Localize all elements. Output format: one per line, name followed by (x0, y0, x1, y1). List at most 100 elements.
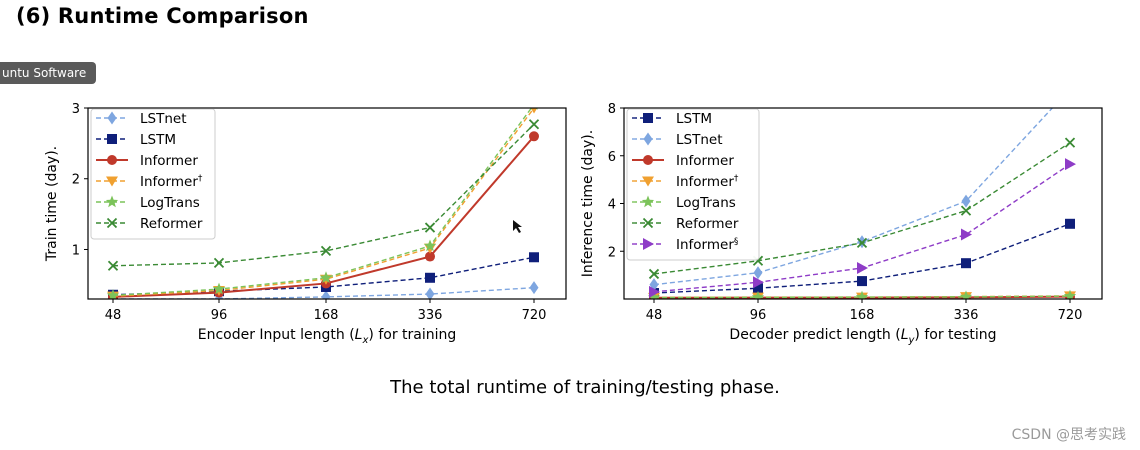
train-legend-name: LogTrans (140, 195, 200, 211)
train-legend-name: LSTM (140, 132, 176, 148)
inference-legend-name: Informer (676, 237, 734, 253)
train-data-point (529, 131, 539, 142)
train-data-point (528, 119, 540, 130)
inference-legend-name: LSTnet (676, 132, 723, 148)
train-data-point (424, 222, 436, 233)
inference-plot-clip (647, 82, 1077, 299)
inference-legend-name: Informer (676, 174, 734, 190)
inference-data-point (648, 268, 660, 280)
train-data-point (106, 288, 120, 299)
inference-legend-marker (642, 176, 654, 187)
inference-data-point (753, 283, 763, 294)
train-legend-entry: LogTrans (96, 195, 200, 211)
inference-x-label-sub: y (908, 335, 916, 346)
inference-legend-marker (641, 195, 655, 208)
inference-data-point (1065, 218, 1075, 229)
train-legend-label: Informer (140, 153, 198, 169)
inference-legend-label: Reformer (676, 216, 739, 232)
inference-x-tick-label: 336 (954, 308, 979, 323)
train-legend-name: LSTnet (140, 111, 187, 127)
inference-legend-marker (643, 155, 653, 165)
inference-legend-box (626, 108, 760, 261)
inference-x-tick-label: 48 (646, 308, 663, 323)
train-x-tick-label: 720 (522, 308, 547, 323)
train-legend-marker (107, 134, 117, 144)
train-series-line (112, 123, 535, 267)
train-y-tick-label: 2 (72, 173, 80, 188)
inference-legend-label: Informer† (676, 174, 739, 190)
inference-legend-marker (642, 217, 654, 229)
train-legend-marker (106, 217, 118, 229)
inference-time-chart: 48 96 168 336 720 2 4 6 8 Decoder predict length … (580, 82, 1103, 346)
inference-y-tick-label: 6 (608, 150, 616, 165)
train-legend-label: LogTrans (140, 195, 200, 211)
inference-legend-marker (643, 113, 653, 123)
inference-legend-entry: Informer† (632, 174, 739, 190)
inference-legend: LSTMLSTnetInformerInformer†LogTransRefor… (626, 108, 760, 261)
inference-legend-marker (643, 132, 653, 146)
inference-data-point (1066, 82, 1075, 95)
train-data-point (213, 257, 225, 269)
train-data-point (107, 260, 119, 271)
train-legend-marker (107, 111, 117, 125)
train-x-label-var: L (355, 327, 363, 343)
train-data-point (423, 239, 437, 252)
inference-x-label-suffix: ) for testing (914, 327, 996, 343)
inference-data-point (857, 276, 867, 287)
train-data-point (425, 251, 435, 262)
inference-data-point (1065, 158, 1076, 171)
train-x-tick-label: 168 (314, 308, 339, 323)
train-data-point (321, 290, 331, 299)
inference-data-point (751, 290, 765, 299)
train-legend-entry: Informer (96, 153, 198, 169)
inference-legend-name: Informer (676, 153, 734, 169)
inference-legend-entry: LSTnet (632, 132, 723, 148)
train-data-point (425, 272, 435, 283)
inference-data-point (855, 290, 869, 299)
inference-legend-label: LSTM (676, 111, 712, 127)
train-legend-marker (107, 155, 117, 165)
mouse-cursor-icon (513, 220, 522, 233)
page-title: (6) Runtime Comparison (16, 4, 309, 28)
inference-legend-label: LSTnet (676, 132, 723, 148)
inference-x-tick-label: 720 (1058, 308, 1083, 323)
inference-legend-entry: Informer (632, 153, 734, 169)
inference-x-label-prefix: Decoder predict length ( (729, 327, 900, 343)
inference-data-point (649, 285, 660, 298)
train-legend-marker (106, 176, 118, 187)
inference-data-point (856, 237, 868, 249)
train-data-point (212, 282, 226, 295)
inference-legend-name: LSTM (676, 111, 712, 127)
train-time-chart: 48 96 168 336 720 1 2 3 Encoder Input length (Lx… (44, 102, 567, 346)
inference-y-tick-label: 8 (608, 102, 616, 117)
inference-legend-entry: LSTM (632, 111, 712, 127)
inference-legend-label: Informer (676, 153, 734, 169)
train-data-point (319, 271, 333, 284)
inference-legend-name: Reformer (676, 216, 739, 232)
inference-x-label-var: L (901, 327, 909, 343)
train-legend-entry: LSTM (96, 132, 176, 148)
train-y-tick-label: 1 (72, 243, 80, 258)
inference-y-tick-label: 2 (608, 245, 616, 260)
train-legend-label: LSTM (140, 132, 176, 148)
train-y-tick-label: 3 (72, 102, 80, 117)
train-legend-name: Informer (140, 153, 198, 169)
inference-y-axis-label: Inference time (day). (580, 130, 596, 277)
train-legend-label: Informer† (140, 174, 203, 190)
train-series-line (112, 108, 535, 297)
inference-x-tick-label: 168 (850, 308, 875, 323)
inference-data-point (959, 290, 973, 299)
train-legend-entry: Reformer (96, 216, 203, 232)
inference-series-informer-6 (649, 158, 1076, 298)
train-legend-entry: LSTnet (96, 111, 187, 127)
inference-y-tick-label: 4 (608, 198, 616, 213)
train-legend: LSTnet LSTM Informer Informer† LogTrans Refor… (90, 108, 216, 240)
inference-x-axis-label: Decoder predict length (Ly) for testing (729, 327, 996, 346)
train-legend-entry: Informer† (96, 174, 203, 190)
train-series-reformer (107, 119, 540, 271)
inference-data-point (960, 205, 972, 216)
train-x-axis-label: Encoder Input length (Lx) for training (198, 327, 457, 346)
inference-x-tick-label: 96 (750, 308, 767, 323)
train-series-line (112, 256, 535, 296)
